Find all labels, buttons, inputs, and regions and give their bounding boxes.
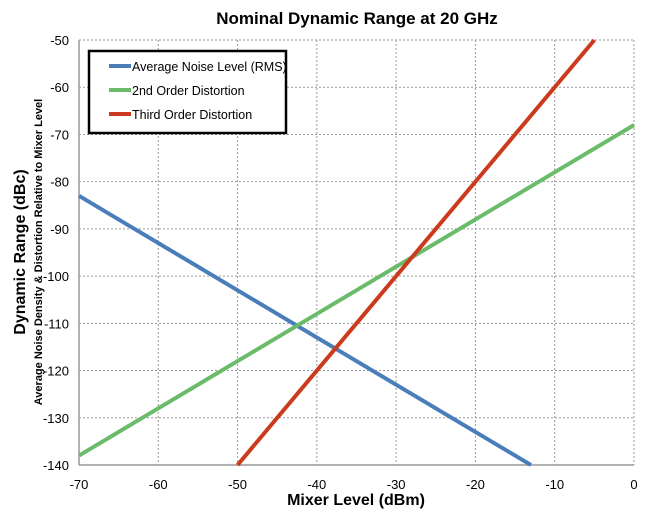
- y-tick-label: -100: [43, 269, 69, 284]
- x-tick-label: -50: [228, 477, 247, 492]
- grid: [78, 39, 635, 466]
- series-lines: [77, 38, 636, 467]
- x-tick-label: -40: [307, 477, 326, 492]
- legend: Average Noise Level (RMS) 2nd Order Disto…: [87, 49, 288, 135]
- x-tick-label: -70: [70, 477, 89, 492]
- y-tick-label: -130: [43, 411, 69, 426]
- x-axis-label: Mixer Level (dBm): [287, 492, 425, 509]
- legend-label: 2nd Order Distortion: [132, 84, 245, 98]
- y-tick-label: -70: [50, 127, 69, 142]
- x-tick-label: 0: [630, 477, 637, 492]
- y-tick-label: -60: [50, 80, 69, 95]
- x-tick-label: -60: [149, 477, 168, 492]
- legend-label: Third Order Distortion: [132, 108, 252, 122]
- y-tick-label: -90: [50, 222, 69, 237]
- y-tick-label: -140: [43, 458, 69, 473]
- legend-label: Average Noise Level (RMS): [132, 60, 287, 74]
- x-tick-label: -30: [387, 477, 406, 492]
- chart-title: Nominal Dynamic Range at 20 GHz: [216, 9, 498, 28]
- tick-labels: -70 -60 -50 -40 -30 -20 -10 0-50-60-70-80-90-10…: [43, 33, 638, 492]
- y-tick-label: -110: [44, 316, 69, 331]
- y-tick-label: -50: [50, 33, 69, 48]
- y-tick-label: -120: [43, 364, 69, 379]
- series-line-2: [236, 38, 596, 467]
- y-axis-sublabel: Average Noise Density & Distortion Relat…: [33, 99, 45, 405]
- y-tick-label: -80: [50, 175, 69, 190]
- x-tick-label: -20: [466, 477, 485, 492]
- series-line-1: [77, 123, 636, 458]
- y-axis-label: Dynamic Range (dBc): [12, 169, 29, 334]
- x-tick-label: -10: [545, 477, 564, 492]
- series-line-0: [77, 194, 532, 467]
